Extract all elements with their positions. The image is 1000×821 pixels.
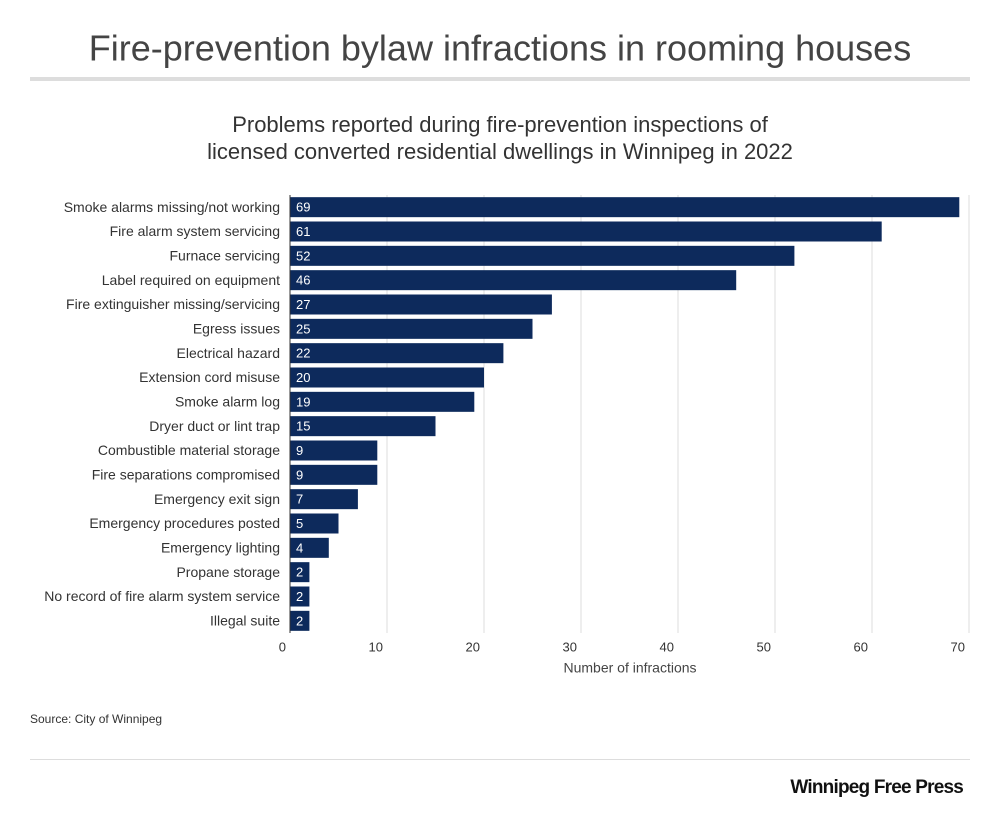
y-tick-label: Propane storage bbox=[176, 564, 280, 580]
bar bbox=[290, 245, 795, 266]
value-label: 46 bbox=[296, 273, 310, 288]
y-tick-label: Illegal suite bbox=[210, 613, 280, 629]
chart-subtitle: Problems reported during fire-prevention… bbox=[232, 112, 769, 137]
y-tick-label: No record of fire alarm system service bbox=[44, 588, 280, 604]
x-tick-label: 70 bbox=[951, 639, 965, 654]
footer-rule bbox=[30, 759, 970, 760]
bar bbox=[290, 537, 329, 558]
brand: Winnipeg Free Press bbox=[790, 777, 963, 798]
y-tick-label: Fire separations compromised bbox=[92, 467, 280, 483]
y-tick-label: Electrical hazard bbox=[177, 345, 281, 361]
value-label: 4 bbox=[296, 540, 303, 555]
chart-subtitle: licensed converted residential dwellings… bbox=[207, 139, 793, 164]
y-tick-label: Dryer duct or lint trap bbox=[149, 418, 280, 434]
bar bbox=[290, 489, 358, 510]
bar bbox=[290, 197, 960, 218]
value-label: 20 bbox=[296, 370, 310, 385]
y-tick-label: Egress issues bbox=[193, 321, 280, 337]
y-tick-label: Fire extinguisher missing/servicing bbox=[66, 296, 280, 312]
value-label: 2 bbox=[296, 589, 303, 604]
y-tick-label: Combustible material storage bbox=[98, 442, 280, 458]
bar bbox=[290, 270, 737, 291]
bar bbox=[290, 464, 378, 485]
bar bbox=[290, 221, 882, 242]
x-axis-title: Number of infractions bbox=[563, 660, 696, 676]
y-tick-label: Smoke alarm log bbox=[175, 394, 280, 410]
bar bbox=[290, 513, 339, 534]
value-label: 15 bbox=[296, 419, 310, 434]
bar bbox=[290, 318, 533, 339]
title-rule bbox=[30, 77, 970, 81]
value-label: 69 bbox=[296, 200, 310, 215]
bar bbox=[290, 367, 484, 388]
x-tick-label: 40 bbox=[660, 639, 674, 654]
value-label: 22 bbox=[296, 346, 310, 361]
value-label: 19 bbox=[296, 394, 310, 409]
x-tick-label: 20 bbox=[466, 639, 480, 654]
bar bbox=[290, 610, 310, 631]
x-tick-label: 50 bbox=[757, 639, 771, 654]
value-label: 2 bbox=[296, 565, 303, 580]
bar bbox=[290, 586, 310, 607]
value-label: 2 bbox=[296, 613, 303, 628]
x-tick-label: 60 bbox=[854, 639, 868, 654]
bar bbox=[290, 416, 436, 437]
value-label: 9 bbox=[296, 467, 303, 482]
y-tick-label: Fire alarm system servicing bbox=[110, 223, 280, 239]
y-tick-label: Extension cord misuse bbox=[139, 369, 280, 385]
chart-title: Fire-prevention bylaw infractions in roo… bbox=[89, 28, 911, 69]
x-tick-label: 10 bbox=[369, 639, 383, 654]
y-tick-label: Furnace servicing bbox=[170, 248, 281, 264]
bar bbox=[290, 440, 378, 461]
y-tick-label: Label required on equipment bbox=[102, 272, 280, 288]
value-label: 9 bbox=[296, 443, 303, 458]
value-label: 25 bbox=[296, 321, 310, 336]
y-tick-label: Emergency lighting bbox=[161, 540, 280, 556]
y-tick-label: Smoke alarms missing/not working bbox=[64, 199, 280, 215]
x-tick-label: 30 bbox=[563, 639, 577, 654]
value-label: 7 bbox=[296, 492, 303, 507]
value-label: 52 bbox=[296, 248, 310, 263]
value-label: 61 bbox=[296, 224, 310, 239]
bar bbox=[290, 391, 475, 412]
source: Source: City of Winnipeg bbox=[30, 712, 162, 726]
value-label: 5 bbox=[296, 516, 303, 531]
y-tick-label: Emergency procedures posted bbox=[89, 515, 280, 531]
y-tick-label: Emergency exit sign bbox=[154, 491, 280, 507]
bar bbox=[290, 294, 552, 315]
value-label: 27 bbox=[296, 297, 310, 312]
bar bbox=[290, 343, 504, 364]
x-tick-label: 0 bbox=[279, 639, 286, 654]
bar bbox=[290, 562, 310, 583]
